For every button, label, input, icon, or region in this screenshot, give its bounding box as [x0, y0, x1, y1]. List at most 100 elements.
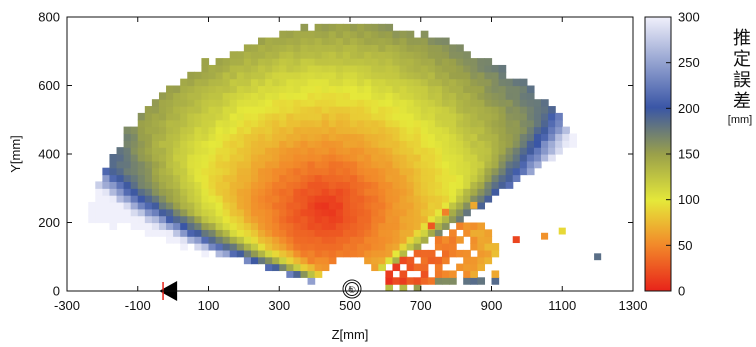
heatmap-cell [350, 37, 358, 45]
heatmap-cell [463, 277, 471, 285]
heatmap-cell [279, 44, 287, 52]
heatmap-cell [236, 154, 245, 162]
heatmap-cell [512, 140, 521, 148]
heatmap-cell [229, 154, 238, 162]
colorbar-title: 推 定 誤 差 [733, 28, 751, 112]
heatmap-cell [350, 188, 358, 196]
heatmap-cell [222, 126, 231, 135]
heatmap-cell [413, 215, 422, 224]
heatmap-cell [420, 99, 429, 107]
heatmap-cell [392, 51, 401, 59]
heatmap-cell [385, 147, 394, 155]
heatmap-cell [477, 71, 486, 80]
heatmap-cell [173, 208, 181, 217]
heatmap-cell [194, 236, 203, 244]
heatmap-cell [180, 201, 188, 210]
heatmap-cell [335, 119, 344, 128]
heatmap-cell [392, 181, 401, 189]
heatmap-cell [229, 195, 238, 203]
heatmap-cell [364, 147, 372, 155]
heatmap-cell [342, 236, 351, 244]
heatmap-cell [293, 30, 302, 39]
colorbar-title-char: 推 [733, 28, 751, 49]
heatmap-cell [180, 119, 188, 128]
heatmap-cell [477, 174, 486, 182]
heatmap-cell [399, 174, 408, 182]
heatmap-cell [385, 112, 394, 121]
heatmap-cell [526, 126, 535, 135]
heatmap-cell [399, 181, 408, 189]
heatmap-cell [350, 229, 358, 237]
heatmap-cell [236, 167, 245, 176]
y-tick-label: 0 [53, 284, 60, 299]
heatmap-cell [399, 270, 408, 278]
heatmap-cell [272, 174, 280, 182]
heatmap-cell [279, 208, 287, 217]
heatmap-cell [137, 112, 146, 121]
heatmap-cell [194, 201, 203, 210]
heatmap-cell [293, 147, 302, 155]
heatmap-cell [144, 181, 153, 189]
heatmap-cell [342, 37, 351, 45]
heatmap-cell [441, 215, 450, 224]
heatmap-cell [463, 256, 471, 265]
heatmap-cell [321, 188, 330, 196]
heatmap-cell [314, 112, 323, 121]
heatmap-cell [427, 99, 436, 107]
heatmap-cell [286, 195, 294, 203]
heatmap-cell [236, 249, 245, 258]
heatmap-cell [434, 126, 443, 135]
heatmap-cell [109, 174, 118, 182]
heatmap-cell [180, 160, 188, 169]
heatmap-cell [427, 44, 436, 52]
heatmap-cell [243, 195, 252, 203]
heatmap-cell [250, 133, 259, 141]
heatmap-cell [222, 215, 231, 224]
heatmap-cell [420, 58, 429, 66]
heatmap-cell [243, 58, 252, 66]
heatmap-cell [144, 188, 153, 196]
heatmap-cell [272, 58, 280, 66]
heatmap-cell [286, 44, 294, 52]
heatmap-cell [342, 181, 351, 189]
heatmap-cell [399, 249, 408, 258]
heatmap-cell [215, 201, 224, 210]
heatmap-cell [420, 44, 429, 52]
heatmap-cell [456, 167, 464, 176]
heatmap-cell [158, 133, 167, 141]
heatmap-cell [477, 188, 486, 196]
heatmap-cell [335, 85, 344, 93]
heatmap-cell [123, 154, 132, 162]
heatmap-cell [357, 51, 365, 59]
heatmap-cell [477, 99, 486, 107]
heatmap-cell [293, 201, 302, 210]
heatmap-cell [533, 160, 542, 169]
heatmap-cell [526, 92, 535, 100]
heatmap-cell [314, 126, 323, 135]
heatmap-cell [456, 71, 464, 80]
heatmap-cell [173, 167, 181, 176]
heatmap-cell [357, 58, 365, 66]
heatmap-cell [123, 140, 132, 148]
heatmap-cell [441, 51, 450, 59]
heatmap-cell [243, 167, 252, 176]
heatmap-cell [321, 222, 330, 230]
heatmap-cell [229, 119, 238, 128]
heatmap-cell [385, 229, 394, 237]
heatmap-cell [413, 229, 422, 237]
heatmap-cell [357, 92, 365, 100]
heatmap-cell [158, 167, 167, 176]
heatmap-cell [456, 119, 464, 128]
x-tick-label: 1100 [548, 298, 576, 313]
heatmap-cell [441, 195, 450, 203]
heatmap-cell [321, 181, 330, 189]
heatmap-cell [265, 112, 273, 121]
heatmap-cell [321, 30, 330, 39]
heatmap-cell [463, 229, 471, 237]
heatmap-cell [406, 99, 415, 107]
heatmap-cell [519, 99, 528, 107]
heatmap-cell [434, 133, 443, 141]
heatmap-cell [151, 208, 160, 217]
heatmap-cell [420, 167, 429, 176]
heatmap-cell [215, 78, 224, 87]
